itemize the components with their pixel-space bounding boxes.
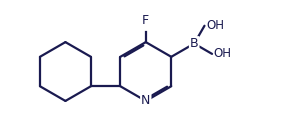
Text: OH: OH [214,47,232,60]
Text: F: F [142,14,149,26]
Text: B: B [190,37,198,50]
Text: N: N [141,95,151,107]
Text: OH: OH [206,19,224,32]
